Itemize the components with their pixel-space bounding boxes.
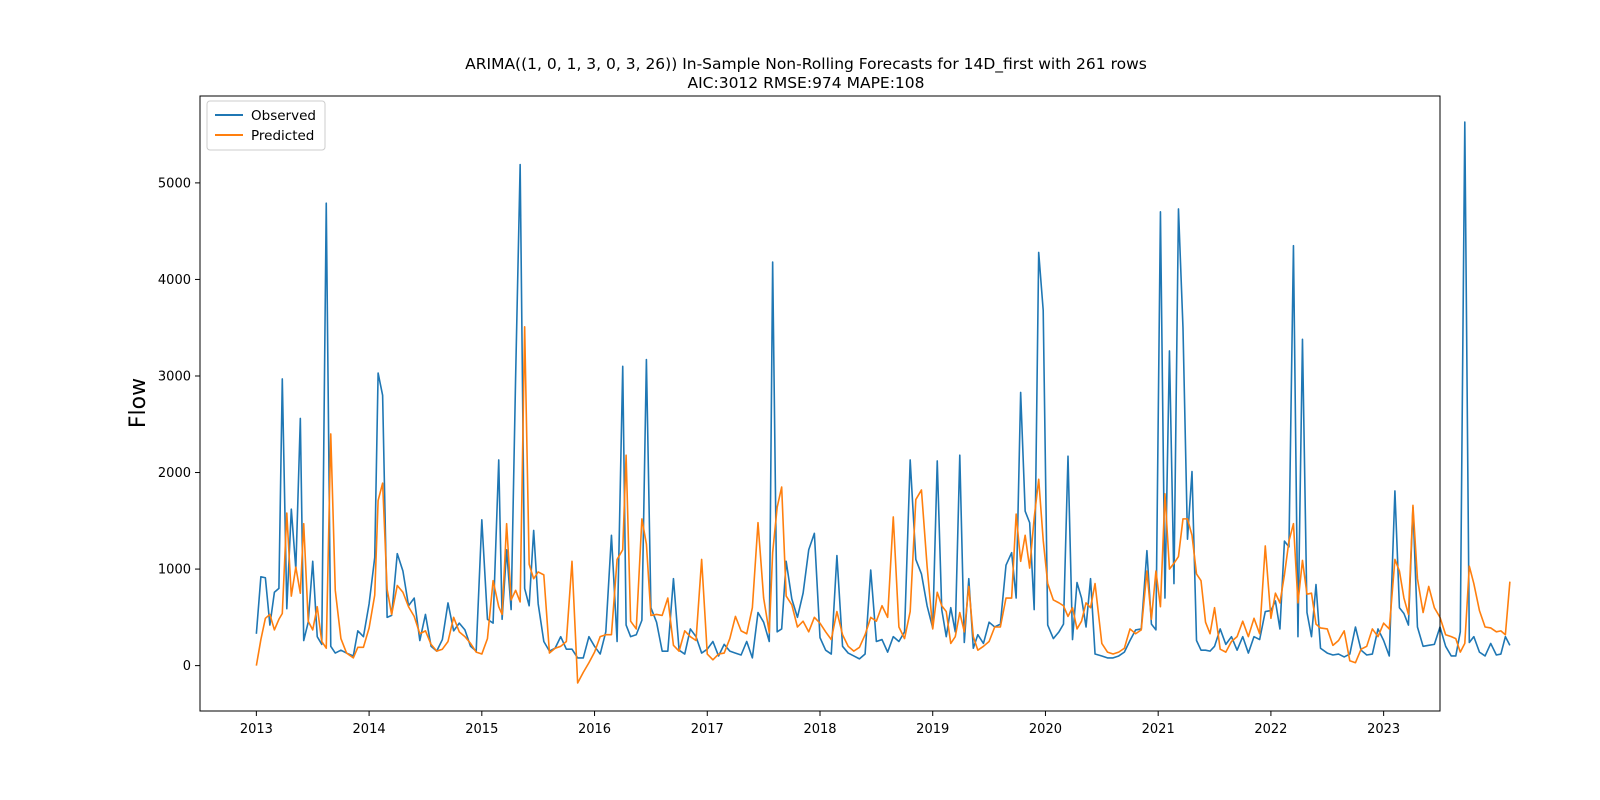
y-tick-label: 1000 (158, 563, 191, 578)
x-tick-label: 2013 (240, 722, 273, 737)
y-axis-label: Flow (126, 378, 151, 428)
x-tick-label: 2015 (465, 722, 498, 737)
legend-label-predicted: Predicted (251, 128, 314, 144)
x-axis-ticks: 2013 2014 2015 2016 2017 2018 2019 2020 2021 2022… (240, 711, 1400, 737)
series-layer (255, 121, 1511, 684)
x-tick-label: 2021 (1142, 722, 1175, 737)
x-tick-label: 2020 (1029, 722, 1062, 737)
legend-label-observed: Observed (251, 108, 316, 124)
legend: Observed Predicted (206, 100, 326, 151)
plot-area-frame (199, 95, 1441, 712)
x-tick-label: 2022 (1254, 722, 1287, 737)
y-tick-label: 3000 (158, 369, 191, 384)
y-tick-label: 2000 (158, 466, 191, 481)
x-tick-label: 2018 (803, 722, 836, 737)
y-tick-label: 4000 (158, 273, 191, 288)
x-tick-label: 2023 (1367, 722, 1400, 737)
series-line-predicted (255, 325, 1511, 684)
x-tick-label: 2016 (578, 722, 611, 737)
y-tick-label: 5000 (158, 176, 191, 191)
chart-subtitle: AIC:3012 RMSE:974 MAPE:108 (687, 74, 924, 92)
y-axis-ticks: 0 1000 2000 3000 4000 5000 (158, 176, 200, 674)
legend-box (206, 100, 326, 151)
x-tick-label: 2014 (353, 722, 386, 737)
x-tick-label: 2019 (916, 722, 949, 737)
chart-title: ARIMA((1, 0, 1, 3, 0, 3, 26)) In-Sample … (465, 55, 1147, 74)
y-tick-label: 0 (183, 659, 191, 674)
x-tick-label: 2017 (691, 722, 724, 737)
